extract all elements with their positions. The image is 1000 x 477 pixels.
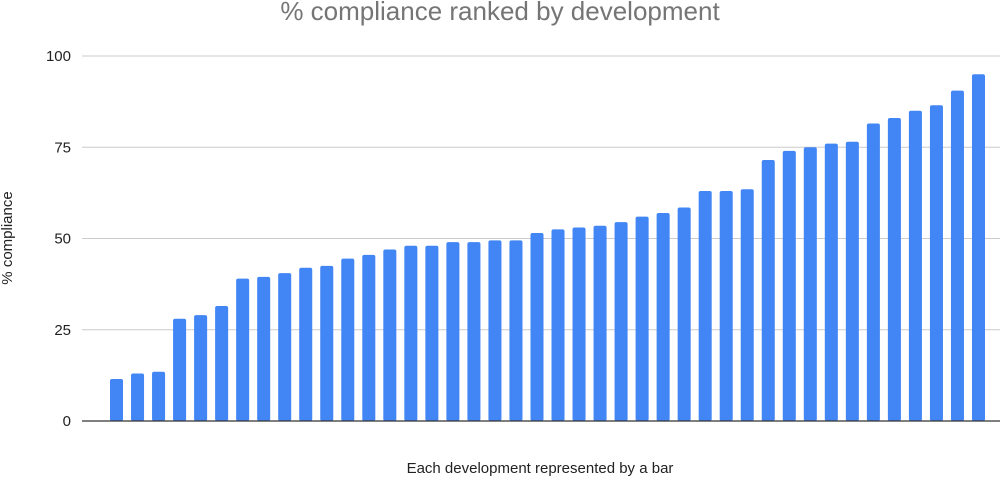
bar [257, 276, 271, 421]
bar [572, 227, 586, 421]
bar [761, 160, 775, 421]
bar [341, 258, 355, 421]
bar [803, 147, 817, 421]
x-axis-label: Each development represented by a bar [407, 460, 674, 477]
y-tick-label: 100 [46, 48, 71, 65]
bar [278, 273, 292, 421]
bar [425, 245, 439, 421]
y-tick-label: 25 [54, 322, 71, 339]
bar [131, 373, 145, 421]
bar [740, 189, 754, 421]
bar [866, 123, 880, 421]
y-axis-label: % compliance [0, 191, 16, 284]
bars [110, 74, 986, 422]
bar [467, 242, 481, 421]
bar [509, 240, 523, 421]
bar [173, 318, 187, 421]
y-tick-label: 75 [54, 139, 71, 156]
bar [299, 267, 313, 421]
bar [446, 242, 460, 421]
bar [824, 143, 838, 421]
chart-title: % compliance ranked by development [280, 0, 720, 26]
bar [551, 229, 565, 422]
bar [950, 90, 964, 422]
bar [362, 254, 376, 421]
y-tick-label: 0 [63, 413, 71, 430]
bar [404, 245, 418, 421]
bar [383, 249, 397, 421]
bar [152, 371, 166, 421]
bar [971, 74, 986, 421]
bar [635, 216, 649, 421]
bar [488, 240, 502, 421]
bar [320, 265, 334, 422]
bar [677, 207, 691, 421]
bar [530, 233, 544, 421]
bar [887, 118, 901, 422]
bar [194, 315, 208, 421]
bar [614, 222, 628, 421]
bar [698, 191, 712, 421]
bar [782, 150, 796, 421]
y-tick-label: 50 [54, 231, 71, 248]
bar [845, 141, 859, 421]
bar [929, 105, 943, 422]
bar [215, 306, 229, 421]
bar [593, 225, 607, 421]
bar [656, 212, 670, 421]
bar [719, 191, 733, 421]
bar [236, 278, 250, 421]
bar [908, 110, 922, 421]
y-tick-labels: 0 25 50 75 100 [46, 48, 71, 430]
bar [110, 379, 124, 421]
